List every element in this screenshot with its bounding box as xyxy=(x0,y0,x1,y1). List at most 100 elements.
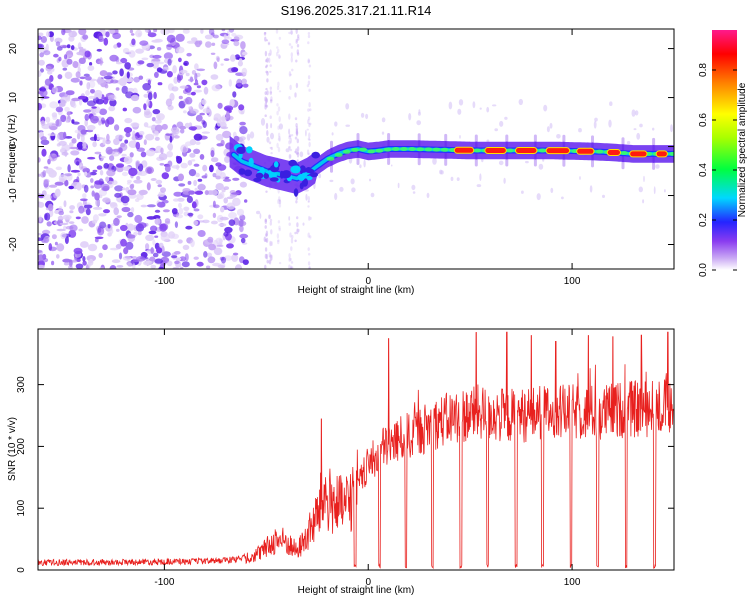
noise-blob xyxy=(151,117,156,122)
noise-blob xyxy=(97,76,102,85)
noise-blob xyxy=(75,216,81,220)
track-clump xyxy=(301,172,308,177)
noise-blob xyxy=(109,202,118,207)
noise-blob xyxy=(194,72,198,81)
noise-blob xyxy=(143,111,153,119)
faint-blob xyxy=(278,123,283,130)
noise-blob xyxy=(164,165,171,173)
noise-streak xyxy=(268,57,271,63)
noise-blob xyxy=(156,113,165,121)
track-clump xyxy=(248,157,254,167)
noise-streak xyxy=(294,239,297,243)
noise-blob xyxy=(160,233,170,242)
noise-blob xyxy=(112,148,121,152)
noise-blob xyxy=(38,32,44,37)
noise-blob xyxy=(191,37,198,42)
noise-blob xyxy=(224,36,233,40)
hot-segment xyxy=(577,148,594,154)
noise-blob xyxy=(211,189,218,196)
track-green xyxy=(342,149,351,154)
faint-blob xyxy=(472,101,476,109)
noise-blob xyxy=(116,265,124,268)
noise-streak xyxy=(288,135,291,140)
noise-blob xyxy=(244,199,248,203)
noise-blob xyxy=(99,169,104,176)
noise-blob xyxy=(49,101,59,109)
spectrogram-xlabel: Height of straight line (km) xyxy=(298,285,415,296)
noise-blob xyxy=(52,114,58,121)
faint-blob xyxy=(249,131,255,139)
noise-blob xyxy=(170,127,180,133)
track-green xyxy=(595,149,604,154)
noise-streak xyxy=(289,73,292,76)
noise-blob xyxy=(159,163,165,166)
noise-streak xyxy=(297,228,300,233)
faint-blob xyxy=(411,184,416,191)
noise-blob xyxy=(212,212,217,218)
noise-streak xyxy=(269,86,272,90)
snr-panel: -100 0 100 0 100 200 300 Height of straight li… xyxy=(7,328,675,596)
noise-blob xyxy=(56,134,60,142)
noise-blob xyxy=(221,39,230,44)
noise-blob xyxy=(133,231,138,237)
noise-blob xyxy=(190,108,199,114)
track-green xyxy=(391,147,400,151)
noise-blob xyxy=(185,141,193,146)
faint-blob xyxy=(578,128,582,133)
noise-streak xyxy=(269,49,272,56)
noise-streak xyxy=(278,261,282,265)
noise-blob xyxy=(156,67,163,73)
noise-blob xyxy=(38,59,45,66)
noise-streak xyxy=(278,55,281,59)
noise-blob xyxy=(223,186,230,191)
noise-blob xyxy=(193,179,198,187)
noise-blob xyxy=(241,67,248,76)
noise-blob xyxy=(121,153,127,157)
noise-blob xyxy=(218,223,227,227)
noise-blob xyxy=(71,97,81,102)
faint-blob xyxy=(370,192,375,198)
noise-streak xyxy=(278,36,282,40)
noise-blob xyxy=(195,141,201,146)
noise-streak xyxy=(277,146,281,153)
faint-blob xyxy=(652,127,655,131)
noise-blob xyxy=(195,172,200,178)
spectrogram-ytick-label: 10 xyxy=(8,92,19,104)
noise-blob xyxy=(177,173,184,182)
noise-streak xyxy=(297,34,300,38)
noise-streak xyxy=(278,198,281,202)
noise-blob xyxy=(178,57,182,63)
noise-blob xyxy=(126,223,135,231)
noise-blob xyxy=(175,257,182,261)
noise-blob xyxy=(228,29,235,33)
noise-blob xyxy=(98,120,102,126)
noise-blob xyxy=(149,256,156,262)
noise-blob xyxy=(193,163,200,167)
snr-xtick-label: -100 xyxy=(154,577,174,588)
track-green xyxy=(620,151,629,155)
colorbar-tick-label: 0.6 xyxy=(698,113,709,127)
faint-blob xyxy=(626,141,631,145)
noise-blob xyxy=(45,65,52,72)
noise-streak xyxy=(278,90,282,93)
noise-blob xyxy=(55,166,62,171)
noise-blob xyxy=(146,125,156,129)
noise-blob xyxy=(193,220,199,226)
faint-blob xyxy=(525,160,529,164)
colorbar-gradient xyxy=(712,30,737,270)
noise-blob xyxy=(109,99,117,107)
noise-streak xyxy=(307,119,310,125)
noise-blob xyxy=(107,232,112,237)
noise-blob xyxy=(181,261,190,268)
noise-blob xyxy=(189,75,194,83)
noise-blob xyxy=(169,92,175,101)
faint-blob xyxy=(664,189,666,193)
hot-segment xyxy=(630,151,647,157)
noise-blob xyxy=(154,130,159,136)
noise-blob xyxy=(143,139,147,146)
noise-blob xyxy=(186,92,192,96)
noise-streak xyxy=(288,96,291,100)
spectrogram-ytick-label: 0 xyxy=(8,143,19,149)
noise-blob xyxy=(47,133,57,137)
faint-blob xyxy=(412,191,416,194)
